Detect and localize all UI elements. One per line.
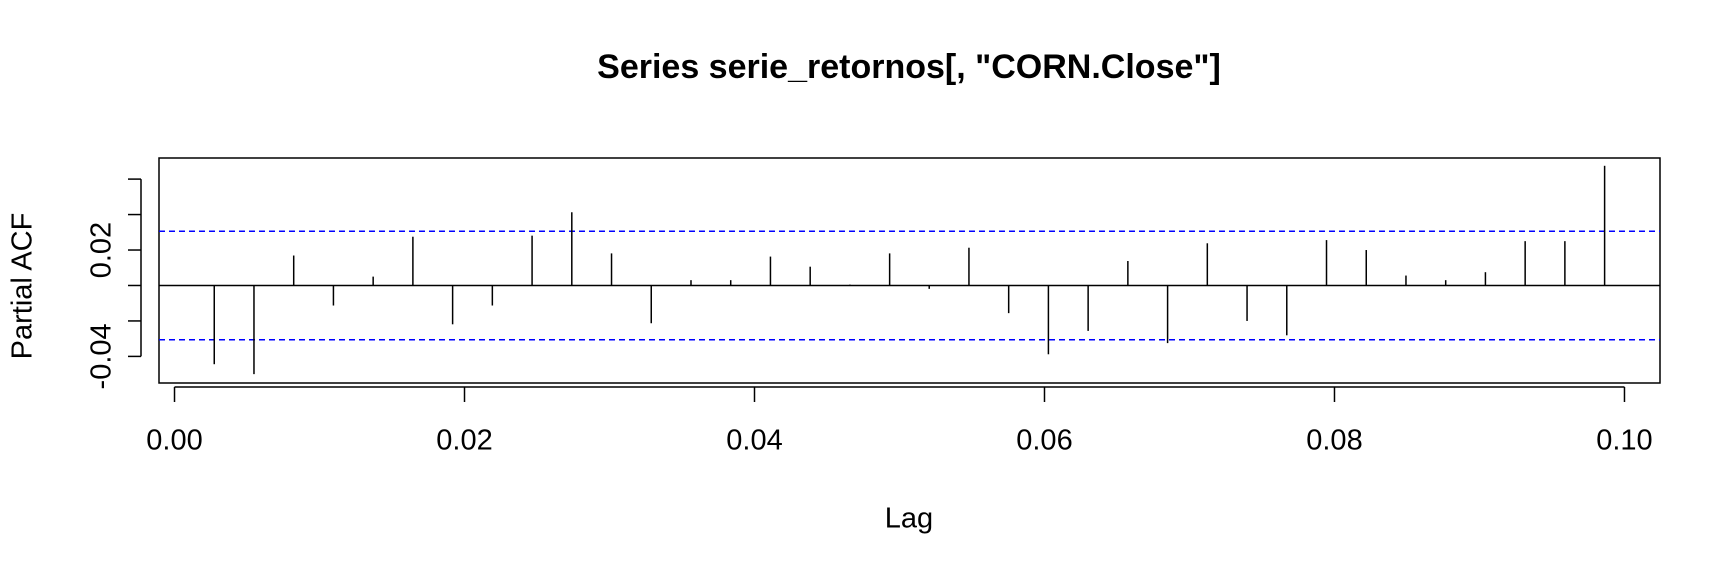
x-tick-label: 0.02 <box>436 425 492 457</box>
plot-frame <box>158 157 1661 384</box>
y-tick-label: -0.04 <box>86 323 118 389</box>
y-tick-label: 0.02 <box>86 222 118 278</box>
x-tick-label: 0.04 <box>726 425 782 457</box>
x-axis-label: Lag <box>885 503 933 535</box>
y-axis-label: Partial ACF <box>7 213 39 360</box>
x-tick-label: 0.06 <box>1016 425 1072 457</box>
x-tick-label: 0.08 <box>1306 425 1362 457</box>
x-tick-label: 0.00 <box>146 425 202 457</box>
chart-title: Series serie_retornos[, "CORN.Close"] <box>597 48 1221 86</box>
x-tick-label: 0.10 <box>1596 425 1652 457</box>
